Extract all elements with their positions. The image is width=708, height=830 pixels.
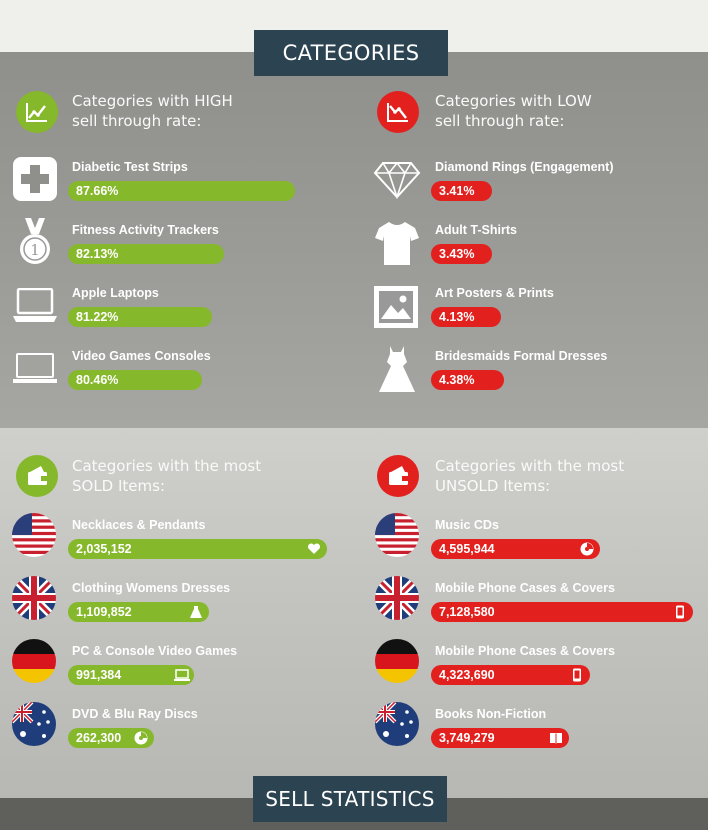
tshirt-icon <box>375 220 419 271</box>
value-bar: 4,323,690 <box>431 665 590 685</box>
value-bar: 4,595,944 <box>431 539 600 559</box>
picture-icon <box>373 285 419 334</box>
disc-icon <box>134 731 148 745</box>
category-label: Mobile Phone Cases & Covers <box>435 644 615 658</box>
value-bar: 991,384 <box>68 665 195 685</box>
germany-flag-icon <box>375 639 419 688</box>
value-label: 3,749,279 <box>439 731 495 745</box>
categories-header: CATEGORIES <box>254 30 448 76</box>
category-label: DVD & Blu Ray Discs <box>72 707 198 721</box>
category-label: Books Non-Fiction <box>435 707 547 721</box>
uk-flag-icon <box>12 576 56 625</box>
unsold-section-title: Categories with the most UNSOLD Items: <box>435 457 625 495</box>
chart-down-icon <box>377 91 419 133</box>
category-label: Diabetic Test Strips <box>72 160 188 174</box>
value-bar: 4.13% <box>431 307 501 327</box>
value-bar: 3.41% <box>431 181 492 201</box>
laptop-icon <box>12 287 58 329</box>
value-bar: 3.43% <box>431 244 493 264</box>
wallet-icon <box>377 455 419 497</box>
category-label: Mobile Phone Cases & Covers <box>435 581 615 595</box>
value-label: 4,595,944 <box>439 542 495 556</box>
value-bar: 82.13% <box>68 244 224 264</box>
value-label: 87.66% <box>76 184 119 198</box>
medal-icon: 1 <box>15 218 55 273</box>
disc-icon <box>580 542 594 556</box>
svg-text:1: 1 <box>30 241 40 259</box>
category-label: Diamond Rings (Engagement) <box>435 160 614 174</box>
value-bar: 262,300 <box>68 728 154 748</box>
wallet-icon <box>16 455 58 497</box>
us-flag-icon <box>12 513 56 562</box>
categories-panel <box>0 52 708 428</box>
chart-up-icon <box>16 91 58 133</box>
value-bar: 7,128,580 <box>431 602 693 622</box>
category-label: Fitness Activity Trackers <box>72 223 219 237</box>
low-section-title: Categories with LOW sell through rate: <box>435 92 592 130</box>
value-bar: 2,035,152 <box>68 539 327 559</box>
category-label: PC & Console Video Games <box>72 644 238 658</box>
value-bar: 81.22% <box>68 307 213 327</box>
category-label: Necklaces & Pendants <box>72 518 206 532</box>
us-flag-icon <box>375 513 419 562</box>
book-icon <box>549 731 563 745</box>
category-label: Clothing Womens Dresses <box>72 581 231 595</box>
value-label: 1,109,852 <box>76 605 132 619</box>
value-label: 82.13% <box>76 247 119 261</box>
dress-icon <box>377 344 417 399</box>
phone-icon <box>570 668 584 682</box>
value-label: 4,323,690 <box>439 668 495 682</box>
phone-icon <box>673 605 687 619</box>
germany-flag-icon <box>12 639 56 688</box>
value-bar: 87.66% <box>68 181 295 201</box>
value-label: 4.13% <box>439 310 475 324</box>
value-label: 4.38% <box>439 373 475 387</box>
sell-statistics-header: SELL STATISTICS <box>253 776 447 822</box>
diamond-icon <box>373 161 421 204</box>
category-label: Art Posters & Prints <box>435 286 554 300</box>
value-bar: 4.38% <box>431 370 504 390</box>
value-label: 81.22% <box>76 310 119 324</box>
medical-cross-icon <box>13 157 57 206</box>
category-label: Adult T-Shirts <box>435 223 517 237</box>
value-bar: 80.46% <box>68 370 203 390</box>
heart-icon <box>307 542 321 556</box>
category-label: Apple Laptops <box>72 286 159 300</box>
category-label: Video Games Consoles <box>72 349 211 363</box>
high-section-title: Categories with HIGH sell through rate: <box>72 92 233 130</box>
sold-section-title: Categories with the most SOLD Items: <box>72 457 262 495</box>
laptop-icon <box>12 353 58 390</box>
value-label: 7,128,580 <box>439 605 495 619</box>
uk-flag-icon <box>375 576 419 625</box>
value-bar: 1,109,852 <box>68 602 210 622</box>
australia-flag-icon <box>375 702 419 751</box>
value-label: 2,035,152 <box>76 542 132 556</box>
australia-flag-icon <box>12 702 56 751</box>
value-label: 262,300 <box>76 731 122 745</box>
laptop-icon <box>174 668 191 682</box>
value-label: 3.41% <box>439 184 475 198</box>
value-label: 3.43% <box>439 247 475 261</box>
dress-icon <box>189 605 203 619</box>
category-label: Music CDs <box>435 518 499 532</box>
value-label: 991,384 <box>76 668 122 682</box>
value-label: 80.46% <box>76 373 119 387</box>
value-bar: 3,749,279 <box>431 728 569 748</box>
category-label: Bridesmaids Formal Dresses <box>435 349 608 363</box>
